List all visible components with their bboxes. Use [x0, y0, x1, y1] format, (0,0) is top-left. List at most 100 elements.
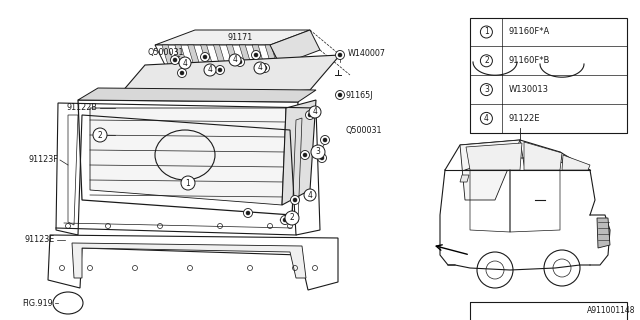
Polygon shape [78, 88, 316, 102]
Polygon shape [200, 45, 212, 65]
Circle shape [320, 156, 324, 160]
Bar [470, 18, 627, 133]
Circle shape [229, 54, 241, 66]
Circle shape [481, 84, 492, 96]
Circle shape [481, 112, 492, 124]
Polygon shape [252, 45, 264, 65]
Text: 91122E: 91122E [509, 114, 540, 123]
Text: 91123E: 91123E [25, 236, 55, 244]
Polygon shape [162, 45, 174, 65]
Polygon shape [48, 235, 338, 290]
Circle shape [180, 71, 184, 75]
Text: 3: 3 [316, 148, 321, 156]
Circle shape [301, 150, 310, 159]
Polygon shape [239, 45, 252, 65]
Circle shape [335, 51, 344, 60]
Text: 4: 4 [257, 63, 262, 73]
Circle shape [317, 154, 326, 163]
Text: 91171: 91171 [227, 33, 252, 42]
Circle shape [283, 218, 287, 222]
Text: 4: 4 [182, 59, 188, 68]
Text: 91165J: 91165J [346, 92, 374, 100]
Text: 91160F*B: 91160F*B [509, 56, 550, 65]
Circle shape [308, 113, 312, 117]
Polygon shape [214, 45, 225, 65]
Polygon shape [562, 155, 590, 170]
Circle shape [181, 176, 195, 190]
Text: 3: 3 [484, 85, 489, 94]
Text: 4: 4 [308, 190, 312, 199]
Circle shape [293, 198, 297, 202]
Polygon shape [155, 45, 280, 65]
Circle shape [335, 91, 344, 100]
Circle shape [200, 52, 209, 61]
Text: 4: 4 [232, 55, 237, 65]
Text: 1: 1 [484, 28, 489, 36]
Circle shape [323, 138, 327, 142]
Polygon shape [466, 143, 522, 170]
Text: 1: 1 [186, 179, 190, 188]
Polygon shape [188, 45, 200, 65]
Circle shape [311, 145, 325, 159]
Circle shape [338, 93, 342, 97]
Circle shape [243, 209, 253, 218]
Text: 4: 4 [207, 66, 212, 75]
Text: FIG.919: FIG.919 [22, 300, 53, 308]
Circle shape [338, 53, 342, 57]
Polygon shape [72, 243, 306, 278]
Text: 91160F*A: 91160F*A [509, 28, 550, 36]
Text: Q500031: Q500031 [346, 125, 383, 134]
Circle shape [303, 153, 307, 157]
Polygon shape [90, 108, 286, 205]
Circle shape [321, 135, 330, 145]
Text: W140007: W140007 [348, 49, 386, 58]
Polygon shape [460, 140, 520, 200]
Circle shape [246, 211, 250, 215]
Polygon shape [227, 45, 238, 65]
Circle shape [177, 68, 186, 77]
Text: 2: 2 [484, 56, 489, 65]
Polygon shape [265, 45, 277, 65]
Text: 91123F: 91123F [28, 156, 58, 164]
Circle shape [254, 53, 258, 57]
Circle shape [481, 55, 492, 67]
Polygon shape [155, 30, 310, 45]
Circle shape [204, 64, 216, 76]
Text: A911001148: A911001148 [586, 306, 635, 315]
Polygon shape [282, 100, 316, 205]
Circle shape [280, 215, 289, 225]
Circle shape [263, 66, 267, 70]
Circle shape [218, 68, 222, 72]
Circle shape [170, 55, 179, 65]
Circle shape [481, 26, 492, 38]
Circle shape [304, 189, 316, 201]
Circle shape [252, 51, 260, 60]
Circle shape [285, 211, 299, 225]
Circle shape [309, 106, 321, 118]
Circle shape [291, 196, 300, 204]
Circle shape [216, 66, 225, 75]
Circle shape [173, 58, 177, 62]
Polygon shape [597, 218, 610, 248]
Polygon shape [270, 30, 320, 65]
Text: 91122B: 91122B [66, 103, 97, 113]
Text: 2: 2 [290, 213, 294, 222]
Text: 4: 4 [312, 108, 317, 116]
Circle shape [254, 62, 266, 74]
Circle shape [260, 63, 269, 73]
Polygon shape [115, 55, 340, 100]
Polygon shape [78, 100, 298, 215]
Text: 2: 2 [98, 131, 102, 140]
Circle shape [305, 110, 314, 119]
Text: W130013: W130013 [509, 85, 548, 94]
Circle shape [238, 60, 242, 64]
Polygon shape [460, 175, 469, 182]
Text: Q500031: Q500031 [148, 47, 184, 57]
Polygon shape [524, 142, 562, 170]
Circle shape [93, 128, 107, 142]
Circle shape [236, 58, 244, 67]
Text: 4: 4 [484, 114, 489, 123]
Circle shape [179, 57, 191, 69]
Circle shape [203, 55, 207, 59]
Polygon shape [175, 45, 187, 65]
